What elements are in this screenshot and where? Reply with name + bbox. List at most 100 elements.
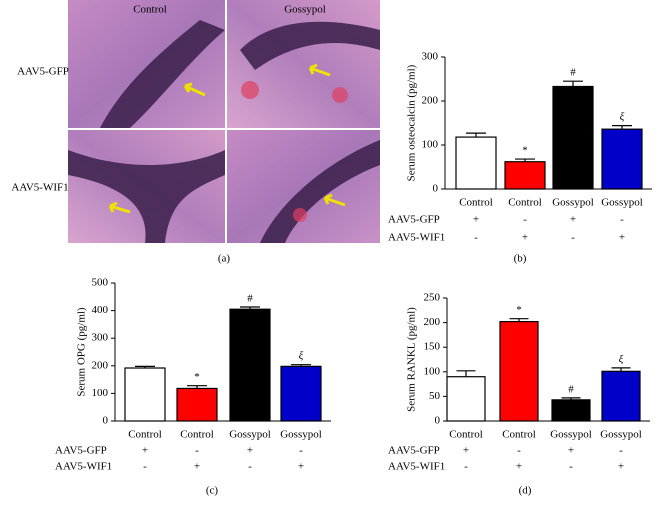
condition-label: AAV5-GFP: [388, 214, 440, 226]
y-tick-label: 0: [433, 183, 439, 195]
significance-marker: #: [570, 67, 576, 79]
tissue-band: [260, 140, 380, 243]
condition-label: AAV5-GFP: [55, 445, 107, 457]
bar: [124, 367, 166, 422]
significance-marker: *: [194, 371, 200, 383]
y-tick-label: 200: [92, 359, 109, 371]
significance-marker: ξ: [299, 350, 304, 362]
caption: (a): [218, 253, 231, 265]
y-tick-label: 200: [424, 316, 441, 328]
cell: [293, 208, 307, 222]
x-tick-label: Gossypol: [280, 429, 322, 441]
condition-sign: +: [142, 445, 148, 457]
bar: [499, 321, 539, 422]
y-tick-label: 50: [429, 390, 441, 402]
bar: [504, 161, 546, 190]
x-tick-label: Gossypol: [600, 429, 642, 441]
condition-sign: -: [299, 445, 303, 457]
condition-sign: -: [464, 461, 468, 473]
bar: [552, 85, 594, 190]
tissue-band: [100, 20, 225, 128]
bar: [229, 308, 271, 422]
caption: (d): [519, 485, 532, 497]
condition-label: AAV5-WIF1: [55, 461, 112, 473]
x-tick-label: Control: [180, 429, 214, 441]
condition-sign: -: [143, 461, 147, 473]
condition-sign: -: [523, 214, 527, 226]
row-label: AAV5-WIF1: [11, 182, 68, 194]
condition-sign: -: [195, 445, 199, 457]
condition-sign: +: [522, 232, 528, 244]
significance-marker: *: [516, 304, 522, 316]
y-axis-label: Serum RANKL (pg/ml): [406, 307, 418, 412]
arrow: [308, 63, 331, 77]
cell: [332, 87, 348, 103]
y-tick-label: 400: [92, 304, 109, 316]
condition-label: AAV5-WIF1: [388, 232, 445, 244]
arrow: [108, 201, 131, 214]
bar: [176, 387, 218, 422]
x-tick-label: Control: [459, 197, 493, 209]
y-tick-label: 0: [435, 415, 441, 427]
caption: (b): [514, 253, 527, 265]
arrow: [183, 82, 206, 97]
condition-sign: +: [298, 461, 304, 473]
column-label: Control: [133, 4, 167, 16]
significance-marker: #: [568, 383, 574, 395]
bar: [601, 370, 641, 422]
x-tick-label: Control: [449, 429, 483, 441]
bar: [455, 136, 497, 190]
x-tick-label: Gossypol: [601, 197, 643, 209]
image-tile: [227, 0, 380, 128]
bar: [551, 399, 591, 422]
x-tick-label: Control: [508, 197, 542, 209]
condition-sign: +: [473, 214, 479, 226]
y-axis-label: Serum osteocalcin (pg/ml): [406, 64, 418, 181]
tissue-band: [240, 21, 380, 70]
caption: (c): [206, 485, 219, 497]
y-tick-label: 300: [422, 51, 439, 63]
y-axis-label: Serum OPG (pg/ml): [76, 307, 88, 397]
y-tick-label: 250: [424, 292, 441, 304]
condition-label: AAV5-WIF1: [388, 461, 445, 473]
y-tick-label: 0: [103, 415, 109, 427]
condition-sign: -: [569, 461, 573, 473]
row-label: AAV5-GFP: [17, 66, 69, 78]
condition-sign: -: [571, 232, 575, 244]
y-tick-label: 100: [424, 365, 441, 377]
y-tick-label: 500: [92, 277, 109, 289]
y-tick-label: 100: [422, 139, 439, 151]
condition-sign: +: [247, 445, 253, 457]
condition-label: AAV5-GFP: [388, 445, 440, 457]
image-tile: [227, 130, 380, 243]
x-tick-label: Control: [128, 429, 162, 441]
significance-marker: #: [247, 293, 253, 305]
cell: [241, 81, 259, 99]
significance-marker: ξ: [620, 111, 625, 123]
tissue-band: [68, 150, 225, 243]
condition-sign: +: [570, 214, 576, 226]
y-tick-label: 100: [92, 387, 109, 399]
x-tick-label: Control: [502, 429, 536, 441]
condition-sign: -: [620, 214, 624, 226]
arrow: [323, 193, 346, 207]
x-tick-label: Gossypol: [550, 429, 592, 441]
condition-sign: +: [194, 461, 200, 473]
condition-sign: -: [474, 232, 478, 244]
bar: [446, 376, 486, 422]
bar: [280, 365, 322, 422]
y-tick-label: 200: [422, 95, 439, 107]
condition-sign: -: [517, 445, 521, 457]
significance-marker: *: [522, 145, 528, 157]
condition-sign: -: [248, 461, 252, 473]
condition-sign: +: [463, 445, 469, 457]
bar: [601, 128, 643, 190]
x-tick-label: Gossypol: [552, 197, 594, 209]
x-tick-label: Gossypol: [229, 429, 271, 441]
condition-sign: +: [619, 232, 625, 244]
y-tick-label: 300: [92, 332, 109, 344]
histology-panel: Control Gossypol AAV5-GFP AAV5-WIF1 (a): [11, 0, 380, 265]
condition-sign: +: [568, 445, 574, 457]
